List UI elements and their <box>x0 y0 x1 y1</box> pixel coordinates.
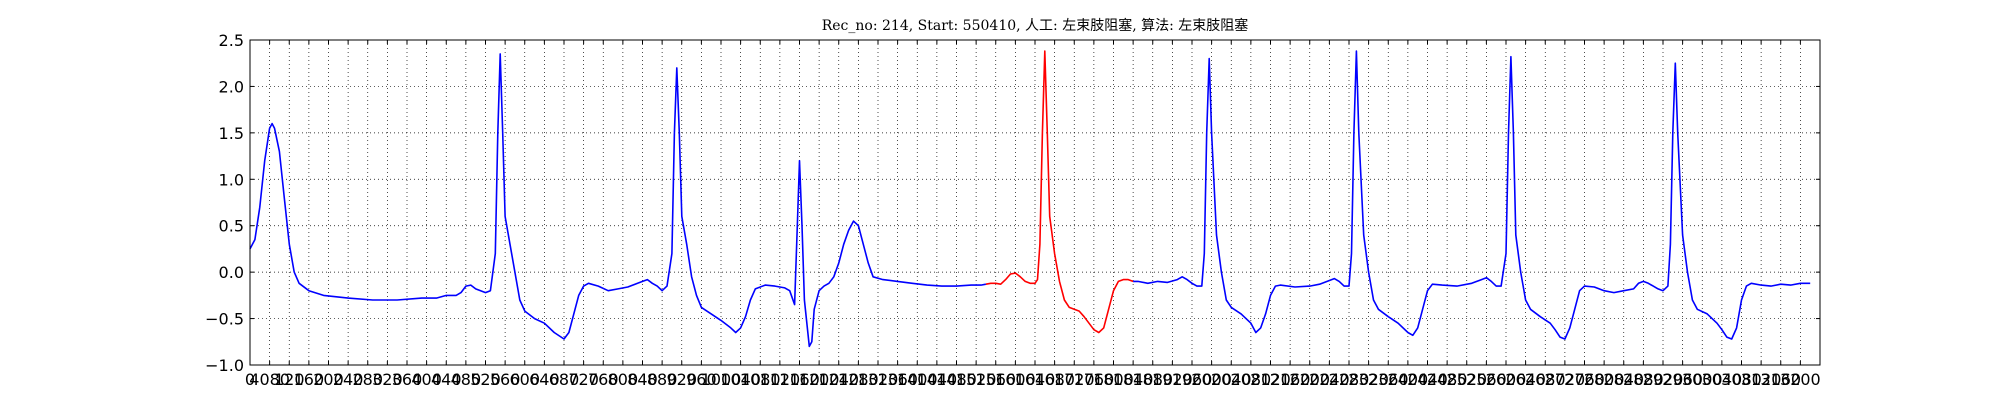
x-tick-label: 2040 <box>1211 370 1252 389</box>
series-layer <box>249 50 1811 348</box>
x-tick-label: 1240 <box>818 370 859 389</box>
x-tick-label: 3120 <box>1741 370 1782 389</box>
x-tick-label: 2320 <box>1348 370 1389 389</box>
x-tick-label: 920 <box>666 370 697 389</box>
x-tick-label: 3200 <box>1780 370 1821 389</box>
x-tick-label: 400 <box>411 370 442 389</box>
y-tick-label: 1.0 <box>219 170 244 189</box>
x-tick-label: 2600 <box>1486 370 1527 389</box>
x-tick-label: 1880 <box>1132 370 1173 389</box>
x-tick-label: 1800 <box>1093 370 1134 389</box>
x-tick-label: 1600 <box>995 370 1036 389</box>
x-tick-label: 1680 <box>1034 370 1075 389</box>
x-tick-label: 2200 <box>1289 370 1330 389</box>
x-tick-label: 1720 <box>1054 370 1095 389</box>
x-tick-label: 520 <box>470 370 501 389</box>
ecg-series-line-0 <box>249 53 987 348</box>
ecg-series-line-1 <box>985 50 1134 334</box>
x-tick-label: 1760 <box>1074 370 1115 389</box>
x-tick-label: 800 <box>608 370 639 389</box>
x-tick-label: 200 <box>313 370 344 389</box>
x-tick-label: 560 <box>490 370 521 389</box>
x-tick-label: 720 <box>568 370 599 389</box>
x-tick-label: 2240 <box>1309 370 1350 389</box>
ticks-layer: 0408012016020024028032036040044048052056… <box>205 31 1821 389</box>
x-tick-label: 360 <box>392 370 423 389</box>
x-tick-label: 120 <box>274 370 305 389</box>
x-tick-label: 1840 <box>1113 370 1154 389</box>
x-tick-label: 2000 <box>1191 370 1232 389</box>
x-tick-label: 2520 <box>1446 370 1487 389</box>
x-tick-label: 440 <box>431 370 462 389</box>
x-tick-label: 2760 <box>1564 370 1605 389</box>
x-tick-label: 1520 <box>956 370 997 389</box>
x-tick-label: 680 <box>549 370 580 389</box>
y-tick-label: 0.0 <box>219 263 244 282</box>
x-tick-label: 0 <box>245 370 255 389</box>
x-tick-label: 1560 <box>975 370 1016 389</box>
x-tick-label: 1080 <box>740 370 781 389</box>
y-tick-label: 2.5 <box>219 31 244 50</box>
x-tick-label: 2840 <box>1603 370 1644 389</box>
x-tick-label: 3080 <box>1721 370 1762 389</box>
x-tick-label: 2880 <box>1623 370 1664 389</box>
x-tick-label: 640 <box>529 370 560 389</box>
x-tick-label: 760 <box>588 370 619 389</box>
x-tick-label: 1200 <box>799 370 840 389</box>
x-tick-label: 1920 <box>1152 370 1193 389</box>
x-tick-label: 2360 <box>1368 370 1409 389</box>
x-tick-label: 1320 <box>858 370 899 389</box>
x-tick-label: 840 <box>627 370 658 389</box>
x-tick-label: 880 <box>647 370 678 389</box>
x-tick-label: 960 <box>686 370 717 389</box>
x-tick-label: 2640 <box>1505 370 1546 389</box>
x-tick-label: 3160 <box>1760 370 1801 389</box>
y-tick-label: −0.5 <box>205 310 244 329</box>
y-tick-label: 1.5 <box>219 124 244 143</box>
x-tick-label: 1360 <box>877 370 918 389</box>
x-tick-label: 2480 <box>1427 370 1468 389</box>
x-tick-label: 3040 <box>1702 370 1743 389</box>
ecg-series-line-2 <box>1133 50 1811 340</box>
x-tick-label: 600 <box>509 370 540 389</box>
x-tick-label: 2080 <box>1231 370 1272 389</box>
x-tick-label: 240 <box>333 370 364 389</box>
x-tick-label: 2680 <box>1525 370 1566 389</box>
x-tick-label: 480 <box>451 370 482 389</box>
x-tick-label: 2960 <box>1662 370 1703 389</box>
x-tick-label: 1640 <box>1015 370 1056 389</box>
y-tick-label: −1.0 <box>205 356 244 375</box>
x-tick-label: 2400 <box>1388 370 1429 389</box>
x-tick-label: 1960 <box>1172 370 1213 389</box>
x-tick-label: 2120 <box>1250 370 1291 389</box>
x-tick-label: 2160 <box>1270 370 1311 389</box>
x-tick-label: 1000 <box>701 370 742 389</box>
y-tick-label: 2.0 <box>219 77 244 96</box>
x-tick-label: 1120 <box>760 370 801 389</box>
x-tick-label: 1480 <box>936 370 977 389</box>
x-tick-label: 280 <box>352 370 383 389</box>
x-tick-label: 1160 <box>779 370 820 389</box>
x-tick-label: 1040 <box>720 370 761 389</box>
y-tick-label: 0.5 <box>219 217 244 236</box>
x-tick-label: 2720 <box>1545 370 1586 389</box>
x-tick-label: 3000 <box>1682 370 1723 389</box>
x-tick-label: 1280 <box>838 370 879 389</box>
x-tick-label: 2440 <box>1407 370 1448 389</box>
x-tick-label: 2280 <box>1329 370 1370 389</box>
x-tick-label: 4080 <box>249 370 290 389</box>
chart-title: Rec_no: 214, Start: 550410, 人工: 左束肢阻塞, 算… <box>822 17 1249 34</box>
x-tick-label: 2920 <box>1643 370 1684 389</box>
x-tick-label: 1440 <box>917 370 958 389</box>
x-tick-label: 1400 <box>897 370 938 389</box>
x-tick-label: 160 <box>294 370 325 389</box>
grid-layer <box>249 39 1821 366</box>
x-tick-label: 2560 <box>1466 370 1507 389</box>
x-tick-label: 320 <box>372 370 403 389</box>
x-tick-label: 2800 <box>1584 370 1625 389</box>
